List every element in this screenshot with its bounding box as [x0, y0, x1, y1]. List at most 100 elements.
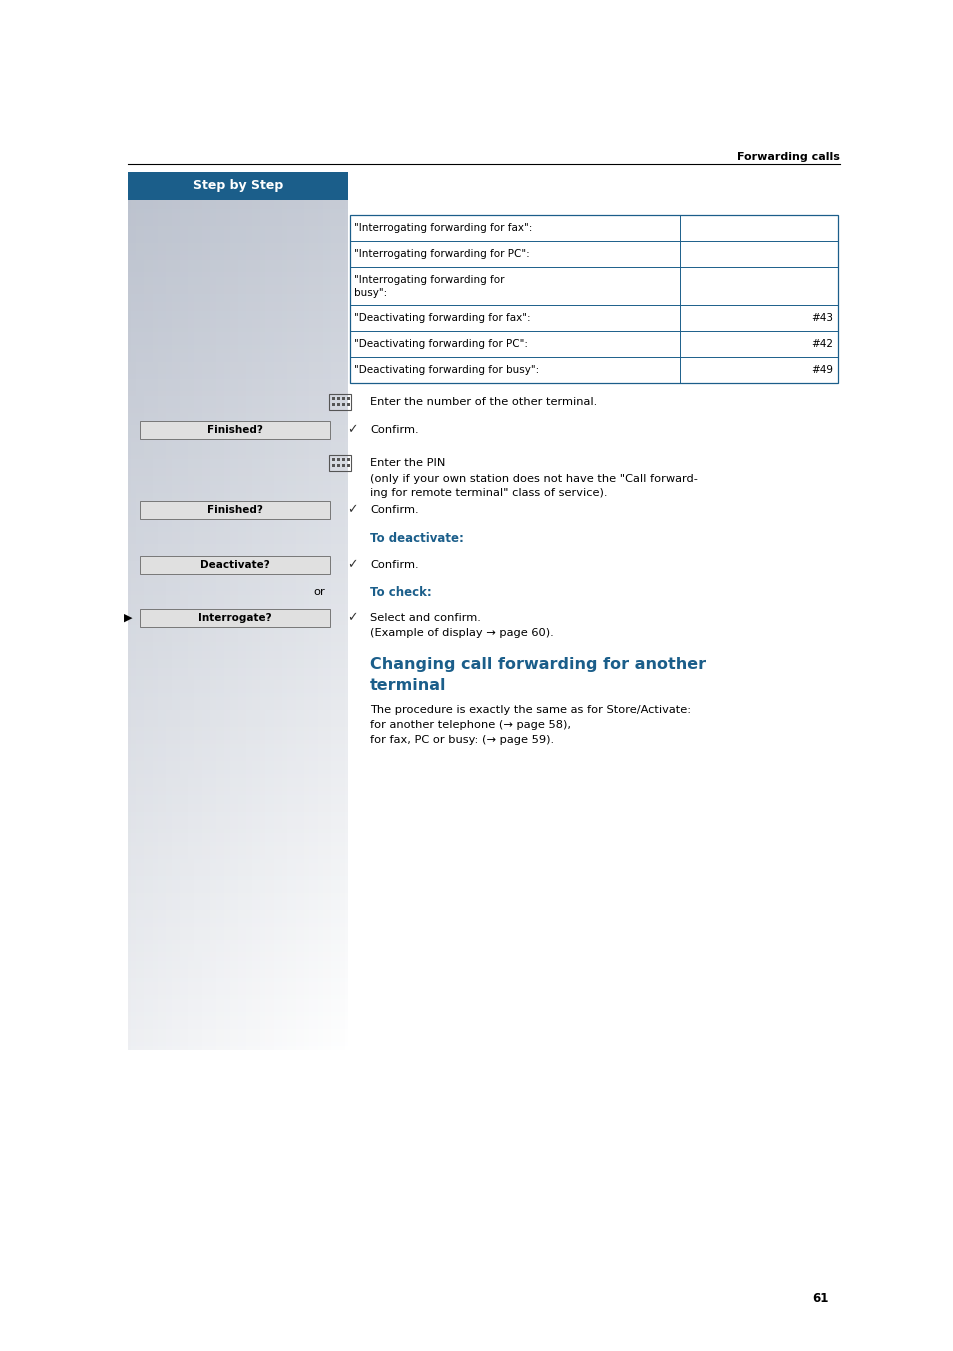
- Bar: [128, 715, 348, 719]
- Bar: [128, 1024, 348, 1028]
- Bar: [284, 200, 287, 1050]
- Text: "Deactivating forwarding for busy":: "Deactivating forwarding for busy":: [354, 365, 538, 376]
- Bar: [128, 311, 348, 315]
- Bar: [128, 561, 348, 566]
- Bar: [128, 676, 348, 681]
- Text: 61: 61: [811, 1292, 827, 1305]
- Bar: [128, 366, 348, 370]
- Bar: [290, 200, 293, 1050]
- Bar: [128, 965, 348, 969]
- Bar: [309, 200, 312, 1050]
- Bar: [128, 740, 348, 744]
- Bar: [128, 392, 348, 396]
- Text: #43: #43: [810, 313, 832, 323]
- Bar: [332, 403, 335, 405]
- Bar: [196, 200, 199, 1050]
- Bar: [142, 200, 144, 1050]
- Bar: [128, 200, 131, 1050]
- Bar: [128, 786, 348, 790]
- Bar: [128, 353, 348, 357]
- Text: Deactivate?: Deactivate?: [200, 561, 270, 570]
- Bar: [336, 463, 340, 466]
- Text: Confirm.: Confirm.: [370, 561, 418, 570]
- Bar: [276, 200, 279, 1050]
- Bar: [128, 590, 348, 596]
- Bar: [128, 626, 348, 630]
- Bar: [128, 172, 348, 200]
- Bar: [128, 426, 348, 430]
- Bar: [128, 974, 348, 978]
- Bar: [262, 200, 265, 1050]
- Bar: [128, 850, 348, 854]
- Bar: [128, 701, 348, 705]
- Text: #49: #49: [810, 365, 832, 376]
- Bar: [128, 523, 348, 527]
- Bar: [317, 200, 320, 1050]
- Bar: [235, 200, 237, 1050]
- Bar: [150, 200, 152, 1050]
- Bar: [128, 663, 348, 667]
- Bar: [128, 416, 348, 422]
- Bar: [128, 374, 348, 378]
- Bar: [254, 200, 257, 1050]
- Bar: [128, 804, 348, 808]
- Bar: [128, 885, 348, 889]
- Bar: [128, 386, 348, 392]
- Bar: [128, 1008, 348, 1012]
- Bar: [128, 994, 348, 998]
- Bar: [128, 612, 348, 616]
- Bar: [128, 939, 348, 944]
- Bar: [128, 259, 348, 263]
- Bar: [211, 200, 213, 1050]
- Bar: [128, 362, 348, 366]
- Text: ▶: ▶: [124, 613, 132, 623]
- Bar: [128, 650, 348, 655]
- Bar: [128, 705, 348, 711]
- Bar: [128, 370, 348, 374]
- Bar: [128, 638, 348, 642]
- Bar: [140, 501, 330, 519]
- Text: Enter the number of the other terminal.: Enter the number of the other terminal.: [370, 397, 597, 407]
- Bar: [128, 830, 348, 834]
- Bar: [279, 200, 282, 1050]
- Text: for fax, PC or busy: (→ page 59).: for fax, PC or busy: (→ page 59).: [370, 735, 554, 744]
- Bar: [128, 544, 348, 549]
- Bar: [128, 600, 348, 604]
- Bar: [128, 948, 348, 952]
- Bar: [128, 1028, 348, 1034]
- Bar: [128, 222, 348, 226]
- Text: busy":: busy":: [354, 288, 387, 299]
- Bar: [336, 200, 339, 1050]
- Bar: [128, 297, 348, 303]
- Bar: [342, 200, 345, 1050]
- Text: "Deactivating forwarding for PC":: "Deactivating forwarding for PC":: [354, 339, 527, 349]
- Bar: [240, 200, 243, 1050]
- Bar: [128, 893, 348, 897]
- Bar: [128, 753, 348, 757]
- Bar: [350, 215, 837, 382]
- Bar: [128, 412, 348, 416]
- Bar: [128, 889, 348, 893]
- Bar: [128, 489, 348, 493]
- Bar: [128, 519, 348, 523]
- Bar: [128, 765, 348, 770]
- Text: Interrogate?: Interrogate?: [198, 613, 272, 623]
- Bar: [191, 200, 193, 1050]
- Bar: [128, 915, 348, 919]
- Bar: [128, 978, 348, 982]
- Bar: [128, 336, 348, 340]
- Bar: [334, 200, 336, 1050]
- Bar: [128, 340, 348, 345]
- Bar: [128, 961, 348, 965]
- Bar: [133, 200, 136, 1050]
- Bar: [140, 422, 330, 439]
- Bar: [257, 200, 260, 1050]
- Bar: [128, 247, 348, 251]
- Bar: [332, 463, 335, 466]
- Bar: [329, 200, 331, 1050]
- Bar: [128, 867, 348, 871]
- Bar: [252, 200, 254, 1050]
- Bar: [128, 982, 348, 986]
- Bar: [332, 458, 335, 461]
- Text: To deactivate:: To deactivate:: [370, 531, 463, 544]
